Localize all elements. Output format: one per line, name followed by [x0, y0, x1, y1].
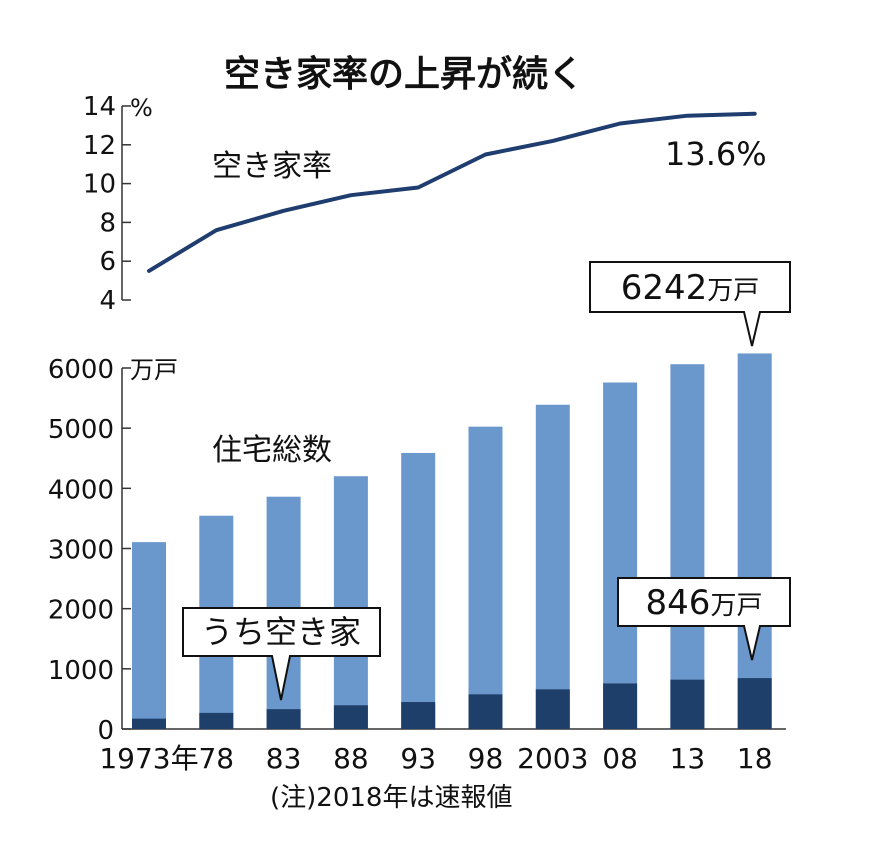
bar-vacant	[333, 705, 368, 729]
bar-y-tick-label: 4000	[48, 475, 114, 505]
bar-chart-y-axis: 0 1000 2000 3000 4000 5000 6000	[48, 355, 786, 746]
line-series-group	[147, 111, 757, 273]
bar-vacant	[401, 702, 436, 729]
x-tick-label: 98	[468, 742, 504, 775]
callout-vacant-label-text: うち空き家	[201, 613, 361, 651]
bar-series-group	[132, 353, 772, 729]
bar-vacant	[199, 712, 234, 729]
bar-total	[737, 353, 772, 729]
callout-vacant-value: 846	[646, 583, 711, 623]
bar-total	[401, 452, 436, 729]
line-y-tick-label: 4	[99, 286, 116, 316]
bar-y-tick-label: 3000	[48, 536, 114, 566]
x-tick-label: 13	[670, 742, 706, 775]
x-tick-label: 18	[737, 742, 773, 775]
bar-total	[535, 404, 570, 729]
bar-total	[670, 364, 705, 729]
bar-y-tick-label: 6000	[48, 355, 114, 385]
footnote: (注)2018年は速報値	[270, 783, 512, 813]
callout-vacant-total-box	[617, 577, 791, 661]
x-tick-label: 08	[602, 742, 638, 775]
line-y-tick-label: 14	[83, 92, 116, 122]
callout-vacant-label-box	[182, 607, 381, 701]
svg-text:846万戸: 846万戸	[646, 583, 763, 623]
line-y-tick-label: 6	[99, 247, 116, 277]
line-end-value-label: 13.6%	[665, 135, 767, 173]
bar-total	[468, 426, 503, 729]
x-axis-labels: 1973年 78 83 88 93 98 2003 08 13 18	[99, 742, 772, 775]
line-y-tick-label: 8	[99, 208, 116, 238]
callout-total-value: 6242	[621, 268, 708, 308]
bar-unit-label: 万戸	[130, 356, 178, 384]
line-series-path	[147, 111, 757, 273]
bar-total	[603, 382, 638, 729]
callout-total-box	[589, 261, 791, 347]
callout-total: 6242万戸	[589, 261, 791, 347]
bar-total	[333, 476, 368, 729]
bar-vacant	[468, 694, 503, 729]
line-series-label: 空き家率	[212, 149, 332, 184]
x-tick-label: 78	[198, 742, 234, 775]
bar-total	[132, 542, 166, 729]
callout-total-unit: 万戸	[707, 276, 759, 306]
bar-vacant	[603, 683, 638, 729]
bar-vacant	[132, 718, 166, 729]
line-unit-label: %	[130, 94, 153, 122]
bar-y-tick-label: 5000	[48, 415, 114, 445]
line-y-tick-label: 12	[83, 131, 116, 161]
x-tick-label: 83	[266, 742, 302, 775]
callout-vacant-total: 846万戸	[617, 577, 791, 661]
bar-y-tick-label: 2000	[48, 596, 114, 626]
bar-y-tick-label: 0	[97, 716, 114, 746]
x-tick-label: 93	[400, 742, 436, 775]
bar-vacant	[670, 679, 705, 729]
x-tick-label: 1973年	[99, 742, 198, 775]
svg-text:6242万戸: 6242万戸	[621, 268, 760, 308]
line-y-tick-label: 10	[83, 170, 116, 200]
bar-vacant	[535, 689, 570, 729]
line-chart-y-axis: 4 6 8 10 12 14	[83, 92, 131, 316]
bar-y-tick-label: 1000	[48, 656, 114, 686]
x-tick-label: 88	[333, 742, 369, 775]
bar-series-label: 住宅総数	[212, 433, 332, 468]
chart-title: 空き家率の上昇が続く	[224, 54, 584, 95]
bar-vacant	[266, 709, 301, 729]
callout-vacant-unit: 万戸	[710, 591, 762, 621]
bar-vacant	[737, 678, 772, 729]
callout-vacant-label: うち空き家	[182, 607, 381, 701]
x-tick-label: 2003	[517, 742, 588, 775]
